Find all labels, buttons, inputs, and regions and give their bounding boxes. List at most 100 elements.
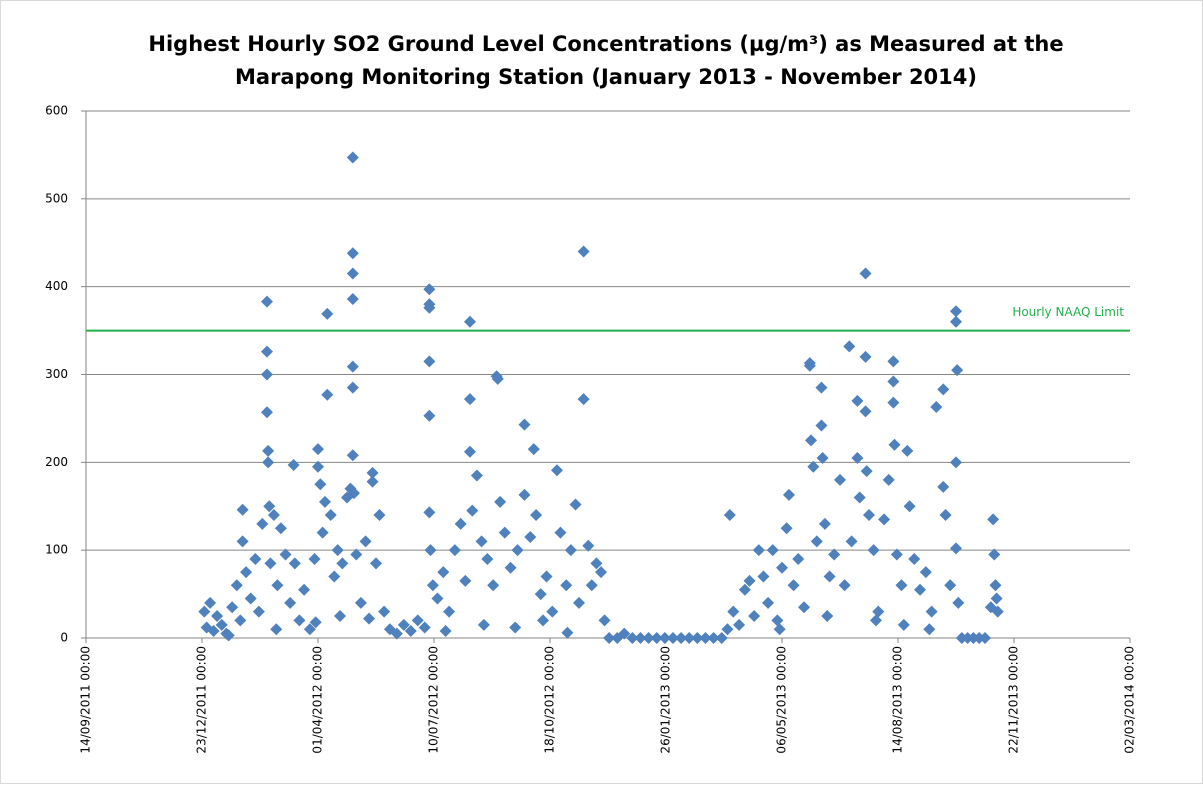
data-point <box>287 458 300 471</box>
data-point <box>260 368 273 381</box>
x-tick-label: 18/10/2012 00:00 <box>543 646 557 754</box>
x-tick-label: 14/09/2011 00:00 <box>79 646 93 754</box>
data-point <box>207 624 220 637</box>
data-point <box>595 566 608 579</box>
data-point <box>491 372 504 385</box>
data-point <box>423 409 436 422</box>
data-point <box>895 579 908 592</box>
data-point <box>236 503 249 516</box>
data-point <box>666 632 679 644</box>
data-point <box>773 623 786 636</box>
data-point <box>878 513 891 526</box>
data-point <box>859 267 872 280</box>
data-point <box>331 544 344 557</box>
data-point <box>782 488 795 501</box>
data-point <box>634 632 647 644</box>
data-point <box>901 444 914 457</box>
data-point <box>256 517 269 530</box>
data-point <box>882 473 895 486</box>
data-point <box>821 610 834 623</box>
data-point <box>431 592 444 605</box>
x-tick-label: 26/01/2013 00:00 <box>659 646 673 754</box>
data-point <box>727 605 740 618</box>
data-point <box>859 350 872 363</box>
data-point <box>262 456 275 469</box>
data-point <box>524 530 537 543</box>
data-point <box>314 478 327 491</box>
chart-title: Marapong Monitoring Station (January 201… <box>235 65 977 89</box>
data-point <box>530 509 543 522</box>
data-point <box>560 579 573 592</box>
data-point <box>423 283 436 296</box>
data-point <box>293 614 306 627</box>
data-point <box>738 583 751 596</box>
data-point <box>988 548 1001 561</box>
data-point <box>771 614 784 627</box>
data-point <box>346 247 359 260</box>
x-tick-label: 10/07/2012 00:00 <box>427 646 441 754</box>
data-point <box>859 405 872 418</box>
data-point <box>845 535 858 548</box>
y-tick-label: 600 <box>45 104 68 118</box>
data-point <box>642 632 655 644</box>
data-point <box>418 621 431 634</box>
data-point <box>303 623 316 636</box>
data-point <box>851 394 864 407</box>
data-point <box>324 509 337 522</box>
data-point <box>463 393 476 406</box>
data-point <box>312 460 324 473</box>
data-point <box>582 539 595 552</box>
data-point <box>312 443 324 456</box>
data-point <box>897 618 910 631</box>
data-point <box>944 579 957 592</box>
data-point <box>318 495 331 508</box>
data-point <box>780 522 793 535</box>
data-point <box>346 449 359 462</box>
data-point <box>792 552 805 565</box>
data-point <box>815 419 828 432</box>
x-tick-label: 01/04/2012 00:00 <box>311 646 325 754</box>
limit-label: Hourly NAAQ Limit <box>1012 305 1124 319</box>
data-point <box>925 605 938 618</box>
data-point <box>463 445 476 458</box>
data-point <box>823 570 836 583</box>
data-point <box>260 295 273 308</box>
data-point <box>279 548 292 561</box>
data-point <box>590 557 603 570</box>
data-point <box>888 438 901 451</box>
data-point <box>240 566 253 579</box>
x-tick-label: 23/12/2011 00:00 <box>195 646 209 754</box>
data-point <box>890 548 903 561</box>
data-point <box>354 596 367 609</box>
data-point <box>691 632 704 644</box>
data-point <box>843 340 856 353</box>
data-point <box>923 623 936 636</box>
data-point <box>564 544 577 557</box>
data-point <box>274 522 287 535</box>
chart-title: Highest Hourly SO2 Ground Level Concentr… <box>148 32 1063 56</box>
data-point <box>448 544 461 557</box>
data-point <box>554 526 567 539</box>
y-tick-label: 500 <box>45 191 68 205</box>
data-point <box>838 579 851 592</box>
data-point <box>518 418 531 431</box>
data-point <box>707 632 720 644</box>
data-point <box>834 473 846 486</box>
data-point <box>950 315 962 328</box>
data-point <box>950 542 962 555</box>
data-point <box>328 570 341 583</box>
data-point <box>366 466 379 479</box>
x-tick-label: 02/03/2014 00:00 <box>1123 646 1137 754</box>
data-point <box>459 574 472 587</box>
data-point <box>477 618 490 631</box>
data-point <box>937 480 950 493</box>
data-point <box>411 614 424 627</box>
data-point <box>270 623 283 636</box>
data-point <box>887 396 900 409</box>
data-point <box>573 596 585 609</box>
data-point <box>815 381 828 394</box>
data-point <box>466 504 479 517</box>
data-point <box>498 526 511 539</box>
data-point <box>699 632 712 644</box>
